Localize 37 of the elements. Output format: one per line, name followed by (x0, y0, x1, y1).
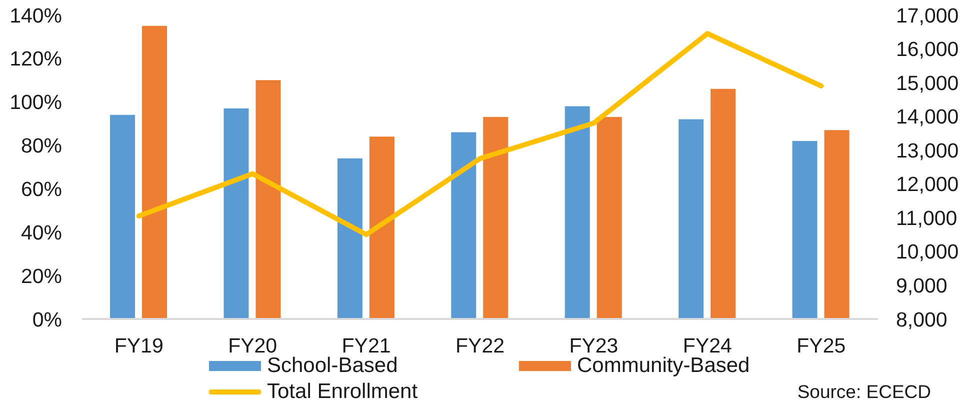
x-tick-label: FY25 (796, 334, 846, 358)
y2-tick-label: 10,000 (896, 240, 959, 264)
x-tick-label: FY22 (456, 334, 504, 358)
bar (256, 80, 281, 319)
bar (337, 158, 362, 319)
bar (483, 117, 508, 319)
legend-label: Total Enrollment (267, 379, 418, 404)
y2-tick-label: 9,000 (896, 274, 948, 298)
y-tick-label: 100% (10, 91, 62, 114)
bar (142, 26, 167, 319)
y-tick-label: 40% (20, 221, 62, 244)
x-tick-label: FY19 (114, 334, 164, 358)
y2-tick-label: 16,000 (896, 38, 959, 62)
y-tick-label: 140% (10, 4, 62, 28)
bar (369, 136, 394, 319)
bar (710, 88, 736, 319)
y2-tick-label: 17,000 (896, 4, 959, 28)
y2-tick-label: 15,000 (896, 72, 959, 95)
y-tick-label: 0% (32, 308, 62, 332)
y2-tick-label: 14,000 (896, 106, 959, 129)
y2-tick-label: 13,000 (896, 139, 959, 162)
bar (110, 114, 135, 319)
y2-tick-label: 12,000 (896, 173, 959, 196)
y-tick-label: 80% (20, 134, 62, 158)
bar (451, 132, 476, 319)
bar (564, 106, 590, 319)
source-note: Source: ECECD (797, 380, 931, 404)
y2-tick-label: 11,000 (896, 206, 958, 230)
y-tick-label: 120% (10, 48, 62, 71)
y2-tick-label: 8,000 (896, 308, 948, 332)
bar (792, 140, 818, 319)
y-tick-label: 20% (20, 264, 62, 288)
y-tick-label: 60% (20, 178, 62, 201)
bar (596, 117, 622, 319)
bar (824, 130, 850, 319)
bar (678, 119, 704, 319)
bar (224, 108, 249, 319)
